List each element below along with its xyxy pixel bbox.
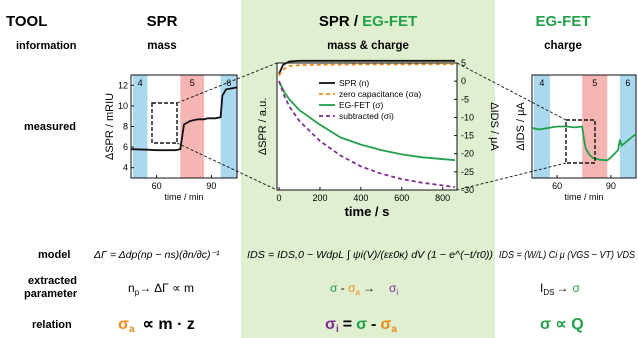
combo-ytick-label: 0 — [461, 76, 466, 86]
combo-ytick-label: -15 — [461, 131, 474, 141]
tool-header: TOOL — [6, 13, 47, 30]
combo-series-line-0 — [278, 59, 455, 75]
combo-header-eg: EG-FET — [362, 13, 417, 30]
spr-model-equation: ΔΓ = Δdp(np − ns)(∂n/∂c)⁻¹ — [93, 249, 220, 261]
egfet-band-6 — [619, 75, 636, 178]
zoom-line-eg-bottom — [456, 162, 567, 191]
combo-header: SPR / EG-FET — [319, 13, 417, 30]
spr-ytick-label: 6 — [123, 142, 128, 152]
egfet-model-equation: IDS = (W/L) Ci μ (VGS − VT) VDS — [499, 249, 635, 261]
combo-series-line-2 — [278, 80, 456, 162]
combo-ytick-label: -20 — [461, 149, 474, 159]
spr-xtick-label: 90 — [206, 181, 216, 191]
spr-band-6 — [220, 75, 237, 178]
combo-legend-label-3: subtracted (σi) — [339, 111, 394, 121]
combo-ylabel-right: ΔIDS / μA — [488, 102, 500, 151]
egfet-xlabel: time / min — [564, 192, 603, 202]
combo-xtick-label: 0 — [277, 193, 282, 203]
egfet-series-line — [531, 125, 637, 162]
measured-label: measured — [24, 121, 76, 133]
combo-legend-label-1: zero capacitance (σa) — [339, 89, 421, 99]
combo-ytick-label: -5 — [461, 94, 469, 104]
egfet-information: charge — [544, 40, 582, 52]
spr-band-5 — [180, 75, 205, 178]
zoom-line-spr-top — [176, 62, 278, 104]
zoom-line-spr-bottom — [176, 142, 278, 191]
spr-ytick-label: 4 — [123, 163, 128, 173]
combo-relation: σi = σ - σa — [325, 316, 397, 335]
egfet-header: EG-FET — [536, 13, 591, 30]
spr-relation: σa ∝ m · z — [118, 316, 195, 335]
combo-ytick-label: -10 — [461, 112, 474, 122]
combo-ytick-label: -30 — [461, 185, 474, 195]
zoom-line-eg-top — [456, 62, 567, 121]
combo-information: mass & charge — [327, 40, 409, 52]
spr-band-4 — [132, 75, 148, 178]
combo-xlabel: time / s — [345, 204, 390, 219]
spr-information: mass — [147, 40, 176, 52]
combo-xtick-label: 600 — [394, 193, 409, 203]
egfet-zoom-box — [565, 119, 596, 164]
combo-header-spr: SPR — [319, 13, 350, 30]
combo-ylabel-left: ΔSPR / a.u. — [257, 98, 269, 155]
spr-series-line — [130, 86, 238, 152]
combo-header-sep: / — [350, 13, 363, 30]
combo-extracted: σ - σa → σi — [330, 281, 398, 297]
combo-xtick-label: 400 — [353, 193, 368, 203]
spr-ytick-label: 10 — [118, 101, 128, 111]
combo-series-line-1 — [278, 63, 456, 77]
spr-ytick-label: 8 — [123, 122, 128, 132]
extracted-label-2: parameter — [24, 288, 78, 300]
egfet-extracted: IDS → σ — [540, 281, 580, 297]
combo-ytick-label: 5 — [461, 58, 466, 68]
egfet-band-label-4: 4 — [539, 78, 544, 88]
combo-ytick-label: -25 — [461, 167, 474, 177]
combo-series-line-3 — [278, 80, 456, 188]
relation-label: relation — [32, 319, 72, 331]
spr-band-label-5: 5 — [190, 78, 195, 88]
egfet-xtick-label: 60 — [552, 181, 562, 191]
spr-header: SPR — [147, 13, 178, 30]
egfet-panel-bg — [495, 0, 638, 338]
egfet-ylabel: ΔIDS / μA — [515, 102, 527, 151]
information-label: information — [16, 40, 77, 52]
spr-ytick-label: 12 — [118, 80, 128, 90]
combo-xtick-label: 800 — [435, 193, 450, 203]
egfet-relation: σ ∝ Q — [540, 316, 584, 333]
extracted-label-1: extracted — [28, 275, 77, 287]
combo-chart: 5 0 -5 -10 -15 -20 -25 -30 0 200 400 600 800 time / s… — [257, 58, 500, 219]
spr-panel-bg — [91, 0, 241, 338]
combo-legend-label-2: EG-FET (σ) — [339, 100, 383, 110]
model-label: model — [38, 249, 70, 261]
spr-extracted: np→ ΔΓ ∝ m — [128, 281, 194, 297]
spr-xlabel: time / min — [164, 192, 203, 202]
spr-band-label-4: 4 — [138, 78, 143, 88]
spr-band-label-6: 6 — [226, 78, 231, 88]
spr-zoom-box — [151, 102, 178, 144]
egfet-plot-frame — [531, 74, 637, 179]
spr-ylabel: ΔSPR / mRIU — [104, 93, 116, 160]
egfet-band-label-5: 5 — [592, 78, 597, 88]
zoom-connectors — [176, 62, 567, 191]
egfet-xtick-label: 90 — [606, 181, 616, 191]
egfet-band-4 — [533, 75, 550, 178]
egfet-band-label-6: 6 — [625, 78, 630, 88]
combo-legend-label-0: SPR (n) — [339, 78, 369, 88]
spr-xtick-label: 60 — [152, 181, 162, 191]
combo-model-equation: IDS = IDS,0 − WdpL ∫ ψi(V)/(εε0κ) dV (1 … — [247, 249, 493, 261]
combo-xtick-label: 200 — [312, 193, 327, 203]
